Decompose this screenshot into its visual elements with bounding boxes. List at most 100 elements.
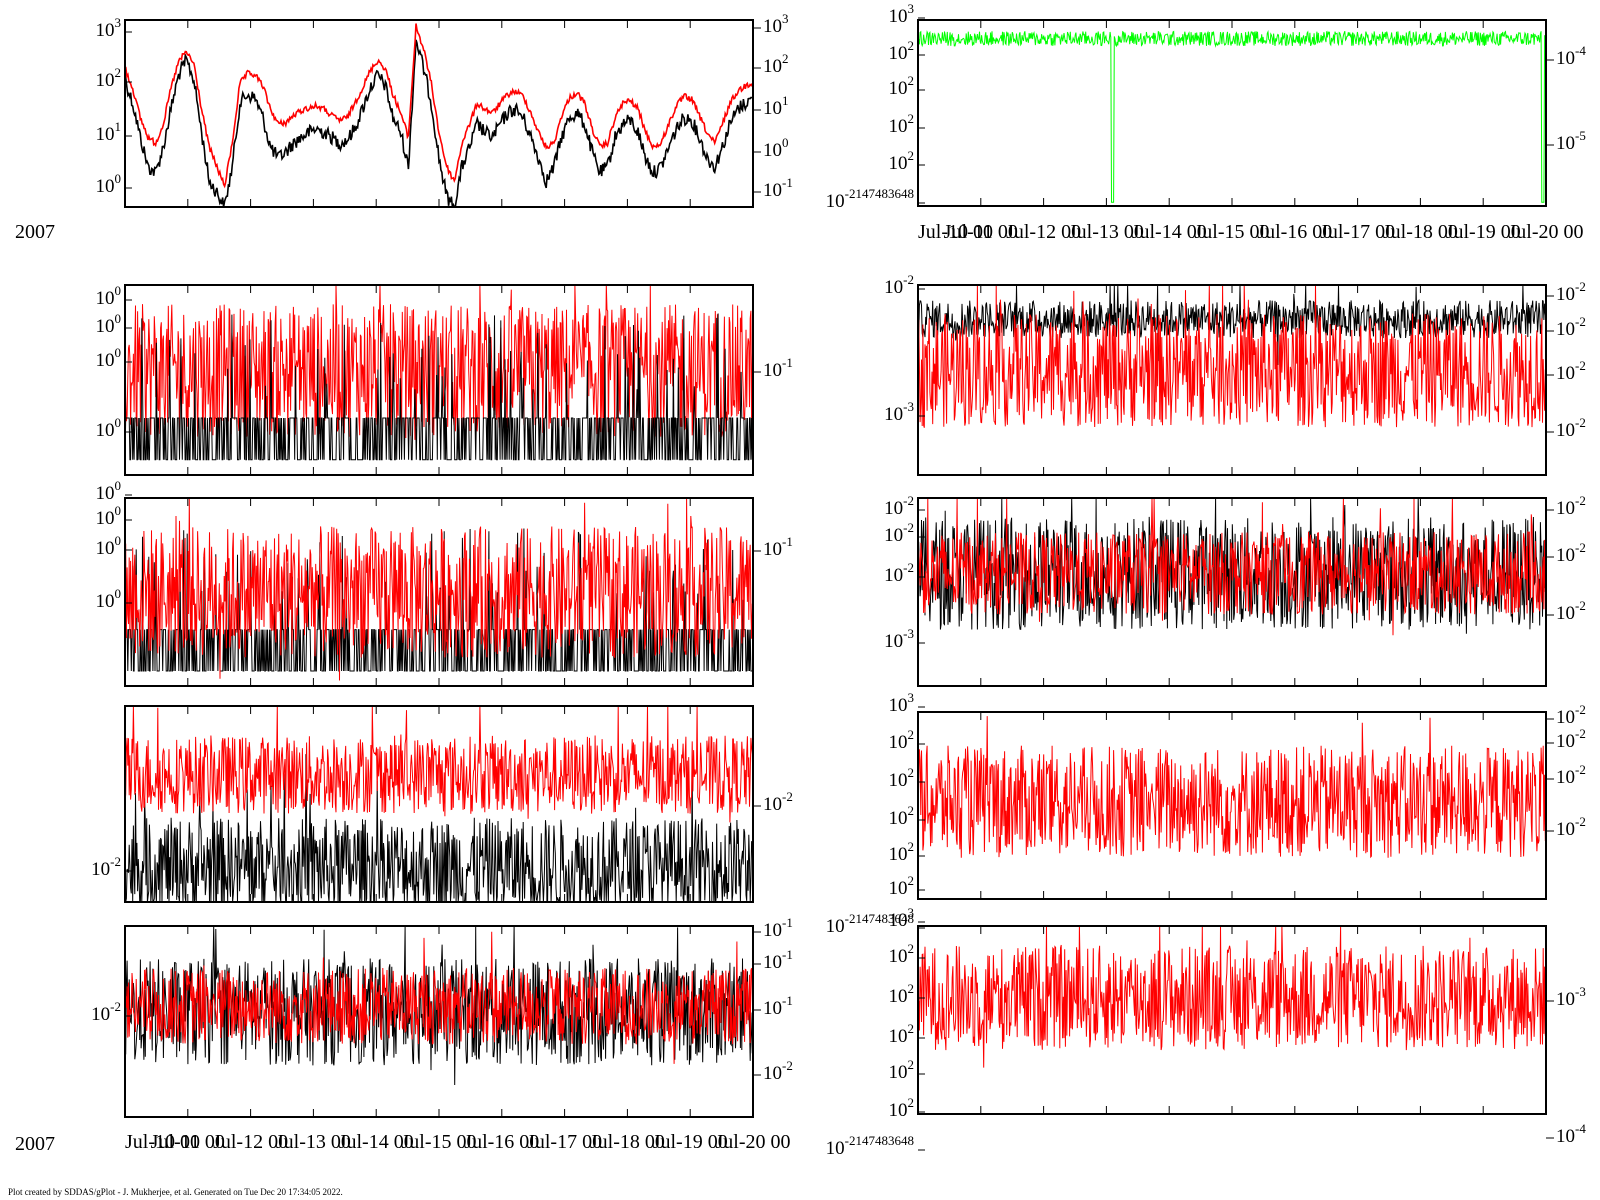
y-left-tick-label: 102 bbox=[96, 65, 122, 91]
x-tick-label: Jul-16 00 bbox=[1257, 221, 1332, 243]
y-left-tick-label: 100 bbox=[96, 345, 122, 371]
y-right-tick-label: 10-2 bbox=[1556, 726, 1586, 752]
y-left-tick-label: 103 bbox=[889, 905, 915, 931]
series-group bbox=[918, 926, 1546, 1068]
y-right-tick-label: 10-2 bbox=[1556, 279, 1586, 305]
series-line-red bbox=[125, 498, 753, 681]
y-left-tick-label: 10-2 bbox=[884, 520, 914, 546]
y-right-tick-label: 100 bbox=[763, 135, 789, 161]
series-line-black bbox=[125, 754, 753, 902]
y-left-tick-label: 100 bbox=[96, 478, 122, 504]
series-line-red bbox=[918, 926, 1546, 1068]
y-right-tick-label: 10-2 bbox=[1556, 415, 1586, 441]
y-left-tick-label: 102 bbox=[889, 727, 915, 753]
y-right-tick-label: 10-1 bbox=[763, 993, 793, 1019]
x-tick-label: Jul-19 00 bbox=[653, 1131, 728, 1153]
panel-frame bbox=[917, 925, 1547, 1115]
x-tick-label: Jul-11 00 bbox=[151, 1131, 225, 1153]
y-left-tick-label: 103 bbox=[889, 1, 915, 27]
panel-l5: 10-2 10-1 10-1 10-1 10-2 bbox=[91, 915, 793, 1118]
series-line-red bbox=[125, 706, 753, 823]
series-line-red bbox=[125, 285, 753, 451]
y-left-tick-label: 10-2 bbox=[91, 999, 121, 1025]
y-right-tick-label: 10-1 bbox=[763, 355, 793, 381]
y-right-tick-label: 10-5 bbox=[1556, 128, 1586, 154]
year-label-top: 2007 bbox=[15, 221, 55, 243]
series-group bbox=[918, 716, 1546, 859]
y-right-tick-label: 10-2 bbox=[1556, 598, 1586, 624]
x-tick-label: Jul-17 00 bbox=[527, 1131, 602, 1153]
x-tick-label: Jul-12 00 bbox=[1006, 221, 1081, 243]
series-group bbox=[918, 285, 1546, 428]
y-left-tick-label: 102 bbox=[889, 148, 915, 174]
y-right-tick-label: 10-1 bbox=[763, 175, 793, 201]
series-line-black bbox=[918, 285, 1546, 366]
y-left-tick-label: 103 bbox=[96, 15, 122, 41]
y-left-tick-label: 10-2147483648 bbox=[826, 911, 914, 937]
x-tick-label: Jul-20 00 bbox=[716, 1131, 791, 1153]
year-label-bottom: 2007 bbox=[15, 1133, 55, 1155]
series-line-green bbox=[918, 30, 1546, 203]
x-tick-label: Jul-18 00 bbox=[1383, 221, 1458, 243]
y-right-tick-label: 10-3 bbox=[1556, 984, 1586, 1010]
y-right-tick-label: 10-4 bbox=[1556, 43, 1586, 69]
y-left-tick-label: 100 bbox=[96, 283, 122, 309]
y-left-tick-label: 102 bbox=[889, 803, 915, 829]
x-tick-label: Jul-14 00 bbox=[339, 1131, 414, 1153]
series-group bbox=[125, 23, 753, 207]
series-line-red bbox=[125, 23, 753, 189]
y-right-tick-label: 10-2 bbox=[763, 1058, 793, 1084]
y-left-tick-label: 10-2 bbox=[884, 560, 914, 586]
y-left-tick-label: 102 bbox=[889, 981, 915, 1007]
y-right-tick-label: 10-2 bbox=[1556, 762, 1586, 788]
panel-r1: 103 102 102 102 102 10-2147483648 10-4 10-5 bbox=[826, 1, 1587, 212]
y-left-tick-label: 100 bbox=[96, 415, 122, 441]
series-line-black bbox=[125, 313, 753, 461]
panel-r3: 10-210-210-210-310-210-210-2 bbox=[884, 493, 1586, 687]
y-left-tick-label: 10-3 bbox=[884, 626, 914, 652]
y-left-tick-label: 100 bbox=[96, 311, 122, 337]
panel-frame bbox=[124, 19, 754, 208]
y-left-tick-label: 100 bbox=[96, 503, 122, 529]
panel-r4: 10310210210210210210-214748364810-210-21… bbox=[826, 690, 1586, 937]
y-right-tick-label: 10-1 bbox=[763, 534, 793, 560]
panel-l4: 10-2 10-2 bbox=[91, 705, 793, 903]
panel-frame bbox=[917, 19, 1547, 207]
y-left-tick-label: 102 bbox=[889, 873, 915, 899]
series-group bbox=[125, 926, 753, 1086]
y-left-tick-label: 102 bbox=[889, 38, 915, 64]
series-line-red bbox=[918, 716, 1546, 859]
y-left-tick-label: 101 bbox=[96, 119, 122, 145]
y-right-tick-label: 10-2 bbox=[763, 789, 793, 815]
y-left-tick-label: 102 bbox=[889, 1095, 915, 1121]
y-right-tick-label: 10-1 bbox=[763, 947, 793, 973]
y-right-tick-label: 10-2 bbox=[1556, 358, 1586, 384]
y-right-tick-label: 103 bbox=[763, 11, 789, 37]
y-right-tick-label: 10-2 bbox=[1556, 702, 1586, 728]
y-left-tick-label: 102 bbox=[889, 1021, 915, 1047]
y-left-tick-label: 102 bbox=[889, 73, 915, 99]
y-right-tick-label: 10-4 bbox=[1556, 1121, 1586, 1147]
panel-l1: 103 102 101 100 103 102 101 100 10-1 bbox=[96, 11, 793, 208]
series-group bbox=[125, 285, 753, 461]
x-tick-label: Jul-10 00 bbox=[918, 221, 993, 243]
panels-layer: 10310210110010310210110010-1100100100100… bbox=[91, 1, 1586, 1159]
series-line-red bbox=[125, 931, 753, 1064]
y-left-tick-label: 102 bbox=[889, 1057, 915, 1083]
x-tick-label: Jul-13 00 bbox=[276, 1131, 351, 1153]
x-tick-label: Jul-19 00 bbox=[1446, 221, 1521, 243]
y-right-tick-label: 10-1 bbox=[763, 915, 793, 941]
x-tick-label: Jul-14 00 bbox=[1132, 221, 1207, 243]
x-tick-label: Jul-17 00 bbox=[1320, 221, 1395, 243]
y-left-tick-label: 100 bbox=[96, 533, 122, 559]
x-tick-label: Jul-12 00 bbox=[213, 1131, 288, 1153]
y-left-tick-label: 102 bbox=[889, 111, 915, 137]
x-tick-label: Jul-10 00 bbox=[125, 1131, 200, 1153]
series-line-black bbox=[125, 39, 753, 207]
x-tick-label: Jul-13 00 bbox=[1069, 221, 1144, 243]
panel-r5: 103 102 102 102 102 102 10-2147483648 10-3 10-4 bbox=[826, 905, 1587, 1159]
y-left-tick-label: 10-2 bbox=[884, 272, 914, 298]
